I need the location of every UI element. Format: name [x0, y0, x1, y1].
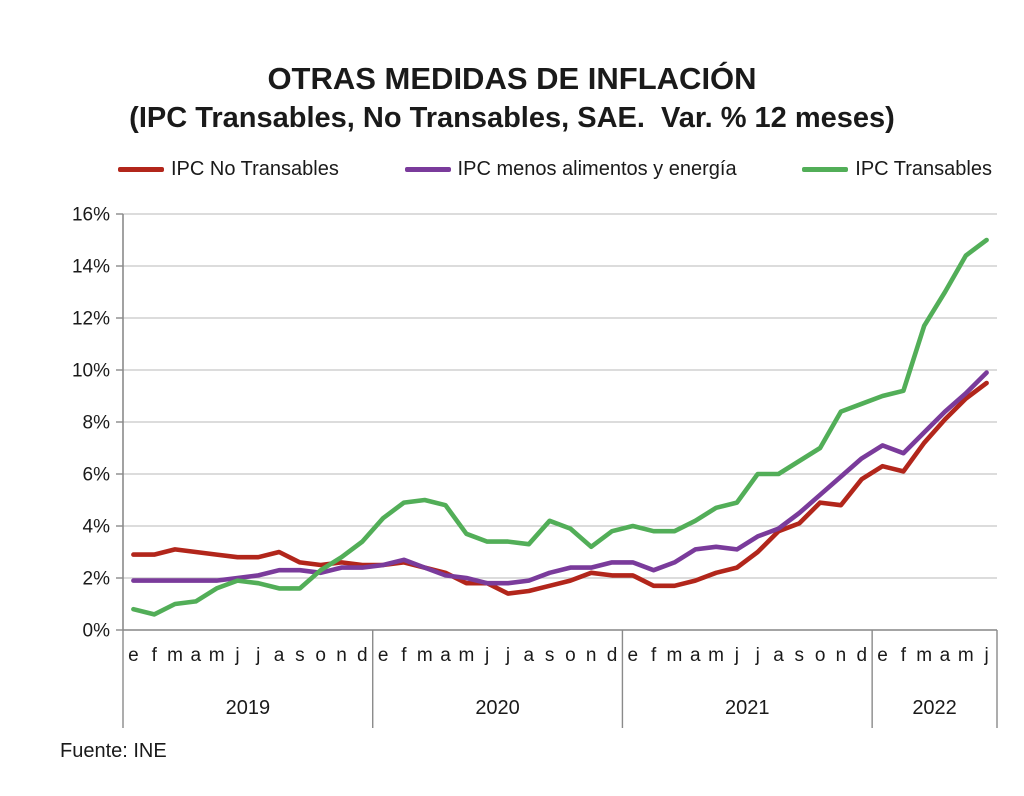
month-label: o	[315, 645, 326, 666]
month-label: n	[336, 645, 347, 666]
month-label: a	[523, 645, 534, 666]
month-label: o	[815, 645, 826, 666]
y-axis-label: 14%	[72, 257, 110, 278]
month-label: e	[378, 645, 389, 666]
month-label: a	[690, 645, 701, 666]
month-label: f	[152, 645, 158, 666]
y-axis-label: 6%	[83, 465, 111, 486]
month-label: e	[128, 645, 139, 666]
month-label: f	[401, 645, 407, 666]
month-label: j	[484, 645, 489, 666]
legend-item-no-transables: IPC No Transables	[118, 158, 339, 181]
y-axis-label: 16%	[72, 205, 110, 226]
month-label: d	[357, 645, 368, 666]
month-label: a	[274, 645, 285, 666]
month-label: d	[607, 645, 618, 666]
legend-item-sae: IPC menos alimentos y energía	[404, 158, 737, 181]
year-label: 2019	[226, 697, 271, 719]
month-label: s	[795, 645, 805, 666]
year-label: 2022	[912, 697, 957, 719]
month-label: n	[836, 645, 847, 666]
month-label: j	[234, 645, 239, 666]
month-label: f	[651, 645, 657, 666]
chart-title: OTRAS MEDIDAS DE INFLACIÓN	[267, 61, 757, 96]
chart-header: OTRAS MEDIDAS DE INFLACIÓN (IPC Transabl…	[0, 60, 1024, 138]
chart-legend: IPC No Transables IPC menos alimentos y …	[118, 158, 992, 181]
month-label: m	[167, 645, 183, 666]
green-line-swatch-icon	[802, 167, 849, 172]
month-label: j	[255, 645, 260, 666]
month-label: d	[856, 645, 867, 666]
month-label: n	[586, 645, 597, 666]
chart-subtitle: (IPC Transables, No Transables, SAE. Var…	[129, 102, 895, 134]
legend-label: IPC No Transables	[171, 158, 339, 180]
red-line-swatch-icon	[118, 167, 164, 172]
year-label: 2021	[725, 697, 770, 719]
series-line	[131, 380, 989, 596]
month-label: j	[983, 645, 988, 666]
month-label: a	[440, 645, 451, 666]
month-label: s	[545, 645, 555, 666]
y-axis-label: 8%	[83, 413, 111, 434]
month-label: a	[191, 645, 202, 666]
month-label: e	[628, 645, 639, 666]
source-note: Fuente: INE	[60, 740, 167, 762]
y-axis-label: 4%	[83, 517, 111, 538]
month-label: s	[295, 645, 305, 666]
month-label: a	[940, 645, 951, 666]
month-label: m	[708, 645, 724, 666]
series-line	[131, 370, 989, 586]
series-line	[131, 237, 989, 617]
month-label: m	[458, 645, 474, 666]
y-axis-label: 12%	[72, 309, 110, 330]
month-label: j	[734, 645, 739, 666]
y-axis-label: 10%	[72, 361, 110, 382]
legend-label: IPC menos alimentos y energía	[457, 158, 737, 180]
y-axis-label: 2%	[83, 569, 111, 590]
month-label: o	[565, 645, 576, 666]
month-label: j	[755, 645, 760, 666]
month-label: f	[901, 645, 907, 666]
legend-item-transables: IPC Transables	[802, 158, 992, 181]
month-label: a	[773, 645, 784, 666]
purple-line-swatch-icon	[404, 167, 451, 172]
month-label: m	[667, 645, 683, 666]
month-label: e	[877, 645, 888, 666]
legend-label: IPC Transables	[855, 158, 992, 180]
month-label: m	[209, 645, 225, 666]
y-axis-label: 0%	[83, 621, 111, 642]
month-label: m	[417, 645, 433, 666]
year-label: 2020	[475, 697, 520, 719]
month-label: m	[958, 645, 974, 666]
month-label: m	[916, 645, 932, 666]
month-label: j	[505, 645, 510, 666]
